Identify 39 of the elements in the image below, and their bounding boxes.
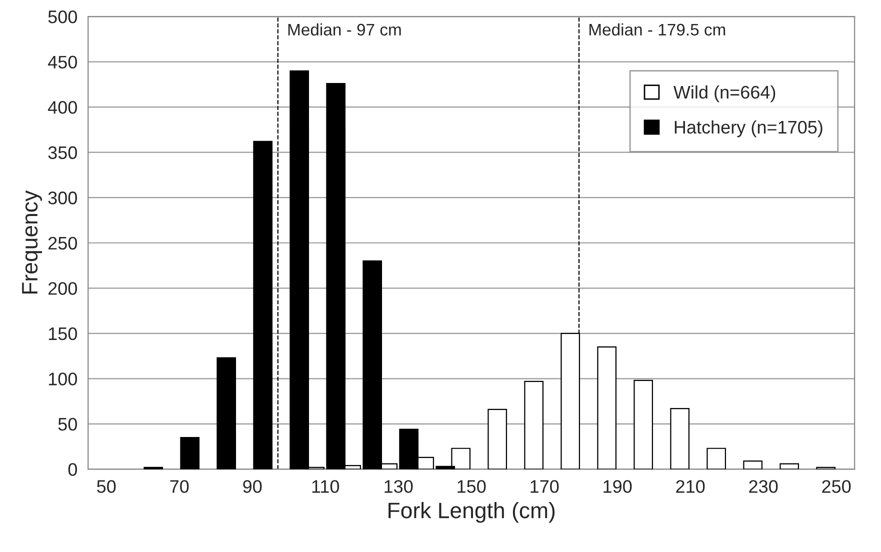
y-tick-label: 350 <box>48 146 77 160</box>
y-tick-label: 150 <box>48 327 77 340</box>
x-tick-label: 70 <box>170 480 189 493</box>
bar <box>634 380 654 470</box>
legend-label: Hatchery (n=1705) <box>674 120 822 138</box>
x-tick-label: 210 <box>676 480 705 493</box>
ref-line-label: Median - 97 cm <box>288 23 401 36</box>
x-tick-label: 250 <box>822 480 851 493</box>
legend-label: Wild (n=664) <box>673 85 776 102</box>
y-tick-label: 450 <box>48 56 77 69</box>
x-tick-label: 50 <box>97 480 116 493</box>
bar <box>597 346 617 470</box>
x-axis-title: Fork Length (cm) <box>388 502 555 523</box>
bar <box>743 460 763 470</box>
bar <box>216 357 236 470</box>
x-tick-label: 130 <box>384 480 413 493</box>
y-tick-label: 50 <box>58 418 77 431</box>
x-tick-label: 150 <box>458 480 486 493</box>
bar <box>180 436 200 470</box>
bar <box>488 408 508 470</box>
bar <box>706 448 726 470</box>
x-tick-label: 230 <box>749 480 778 493</box>
x-tick-label: 90 <box>243 480 262 493</box>
bar <box>524 380 544 470</box>
y-tick-label: 100 <box>48 372 77 386</box>
y-axis-title: Frequency <box>22 190 42 294</box>
y-tick-label: 0 <box>68 463 77 476</box>
y-tick-label: 300 <box>48 192 77 204</box>
y-tick-label: 200 <box>48 282 77 295</box>
y-tick-label: 400 <box>48 101 77 114</box>
bar <box>780 463 800 470</box>
y-tick-label: 500 <box>48 10 77 24</box>
x-tick-label: 110 <box>312 480 340 493</box>
bar <box>253 140 273 470</box>
x-tick-label: 190 <box>604 480 632 493</box>
bar <box>670 408 690 470</box>
ref-line-label: Median - 179.5 cm <box>590 23 726 36</box>
x-tick-label: 170 <box>530 480 559 493</box>
y-tick-label: 250 <box>48 236 77 250</box>
